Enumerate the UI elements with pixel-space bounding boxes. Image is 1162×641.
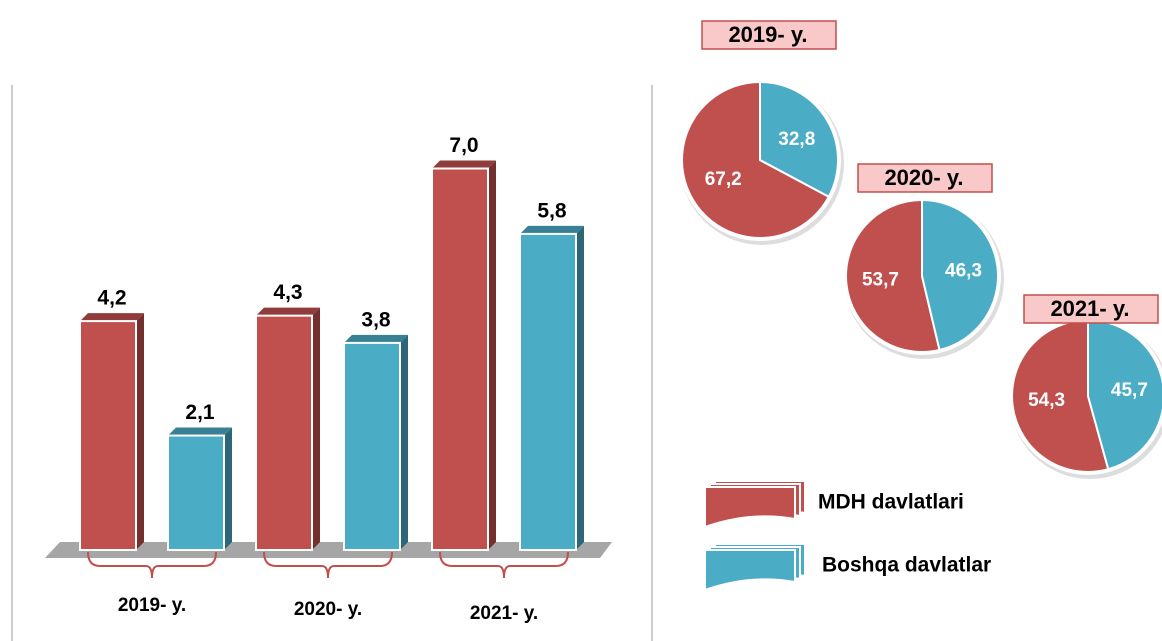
category-label: 2021- y. [470,603,538,624]
bar [79,320,137,551]
bar [255,314,313,551]
data-label: 5,8 [537,199,567,222]
data-label: 2,1 [185,401,215,424]
data-label: 4,3 [273,281,302,304]
legend-label: Boshqa davlatlar [822,554,991,577]
slice-label: 53,7 [862,269,899,290]
category-label: 2019- y. [118,595,186,616]
slice-label: 54,3 [1028,390,1065,411]
bar-side [224,427,232,550]
pie-slice [845,198,941,353]
bar-side [136,313,144,550]
slice-label: 45,7 [1111,380,1148,401]
bar-side [400,334,408,550]
bracket [439,551,569,579]
pie-slice [1087,318,1162,471]
pie-title-box [701,20,837,50]
bar-side [312,307,320,550]
bar-side [488,160,496,550]
legend-label: MDH davlatlari [818,491,964,514]
bar-top [256,307,320,316]
pie-slice [1011,318,1110,473]
pie-slice [681,80,831,239]
slice-label: 46,3 [945,261,982,282]
slice-label: 32,8 [778,129,815,150]
pie-title: 2020- y. [884,165,963,190]
pie-title: 2021- y. [1050,296,1129,321]
bar-top [432,160,496,169]
data-label: 3,8 [361,308,391,331]
category-label: 2020- y. [294,599,362,620]
data-label: 4,2 [97,287,126,310]
bar [431,167,489,551]
bar-top [168,427,232,436]
legend-swatch [704,549,796,592]
pie-title-box [1023,294,1159,324]
bar-top [80,313,144,322]
data-label: 7,0 [449,134,478,157]
bracket [263,551,393,579]
bar-top [344,334,408,343]
pie-title-box [857,163,993,193]
bar [167,434,225,551]
bar [519,232,577,551]
bracket [87,551,217,579]
pie-slice [921,198,999,352]
pie-slice [759,80,839,199]
slice-label: 67,2 [705,169,742,190]
legend-swatch [704,486,796,529]
bar [343,341,401,551]
bar-side [576,225,584,550]
pie-title: 2019- y. [728,22,807,47]
bar-top [520,225,584,234]
